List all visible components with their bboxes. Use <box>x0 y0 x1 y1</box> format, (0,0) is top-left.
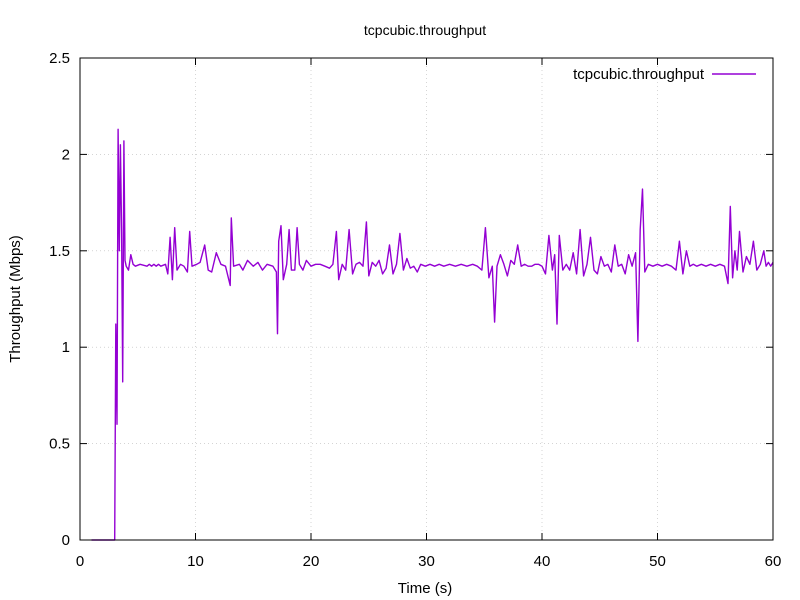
x-tick-label: 40 <box>534 553 551 570</box>
y-tick-label: 2 <box>62 146 70 163</box>
y-tick-label: 0 <box>62 532 70 549</box>
x-tick-label: 20 <box>303 553 320 570</box>
y-tick-label: 1.5 <box>49 243 70 260</box>
chart-title: tcpcubic.throughput <box>364 22 486 38</box>
series-line <box>91 128 774 541</box>
x-tick-labels: 0 10 20 30 40 50 60 <box>76 553 782 570</box>
series-layer <box>91 128 774 541</box>
grid <box>80 58 773 540</box>
x-axis-label: Time (s) <box>398 580 452 597</box>
x-tick-label: 30 <box>418 553 435 570</box>
y-tick-label: 1 <box>62 339 70 356</box>
y-tick-labels: 0 0.5 1 1.5 2 2.5 <box>49 50 70 549</box>
x-tick-label: 0 <box>76 553 84 570</box>
legend: tcpcubic.throughput <box>573 66 756 83</box>
y-tick-label: 0.5 <box>49 436 70 453</box>
x-tick-label: 50 <box>649 553 666 570</box>
legend-label: tcpcubic.throughput <box>573 66 705 83</box>
y-axis-label: Throughput (Mbps) <box>7 235 24 363</box>
tick-marks <box>79 57 774 541</box>
x-tick-label: 10 <box>187 553 204 570</box>
x-tick-label: 60 <box>765 553 782 570</box>
y-tick-label: 2.5 <box>49 50 70 67</box>
